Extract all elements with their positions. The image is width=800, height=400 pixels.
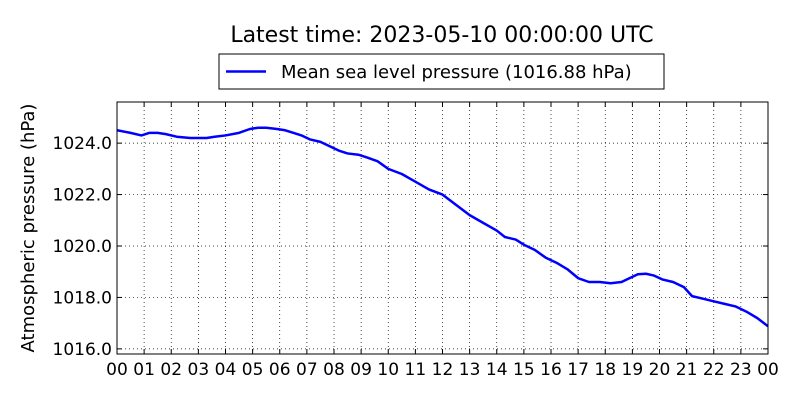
y-axis-label: Atmospheric pressure (hPa) <box>18 104 39 353</box>
x-tick-label: 22 <box>703 360 725 380</box>
x-tick-label: 21 <box>676 360 698 380</box>
chart-title: Latest time: 2023-05-10 00:00:00 UTC <box>230 23 653 48</box>
x-tick-label: 04 <box>215 360 237 380</box>
x-tick-label: 17 <box>567 360 589 380</box>
x-tick-label: 19 <box>622 360 644 380</box>
x-tick-label: 03 <box>188 360 210 380</box>
x-tick-label: 16 <box>540 360 562 380</box>
grid <box>117 102 768 354</box>
x-tick-label: 00 <box>106 360 128 380</box>
x-tick-label: 00 <box>757 360 779 380</box>
x-tick-label: 11 <box>405 360 427 380</box>
x-tick-label: 06 <box>269 360 291 380</box>
x-tick-label: 08 <box>323 360 345 380</box>
y-tick-label: 1022.0 <box>53 186 112 206</box>
x-tick-label: 07 <box>296 360 318 380</box>
ticks: 00 01 02 03 04 05 06 07 08 09 10 11 12 13 14 15 16 17 18 19… <box>53 102 779 380</box>
series-group <box>116 126 769 328</box>
x-tick-label: 02 <box>160 360 182 380</box>
x-tick-label: 14 <box>486 360 508 380</box>
x-tick-label: 20 <box>649 360 671 380</box>
legend: Mean sea level pressure (1016.88 hPa) <box>218 53 665 90</box>
x-tick-label: 01 <box>133 360 155 380</box>
x-tick-label: 23 <box>730 360 752 380</box>
y-tick-label: 1018.0 <box>53 288 112 308</box>
legend-entry: Mean sea level pressure (1016.88 hPa) <box>281 62 632 83</box>
x-tick-label: 10 <box>377 360 399 380</box>
legend-box <box>218 53 665 90</box>
x-tick-label: 12 <box>432 360 454 380</box>
x-tick-label: 09 <box>350 360 372 380</box>
y-tick-label: 1016.0 <box>53 340 112 360</box>
x-tick-label: 15 <box>513 360 535 380</box>
plot-frame <box>116 101 769 355</box>
pressure-series-line <box>116 126 769 328</box>
x-tick-label: 13 <box>459 360 481 380</box>
x-tick-label: 18 <box>594 360 616 380</box>
y-tick-label: 1024.0 <box>53 134 112 154</box>
y-tick-label: 1020.0 <box>53 237 112 257</box>
x-tick-label: 05 <box>242 360 264 380</box>
